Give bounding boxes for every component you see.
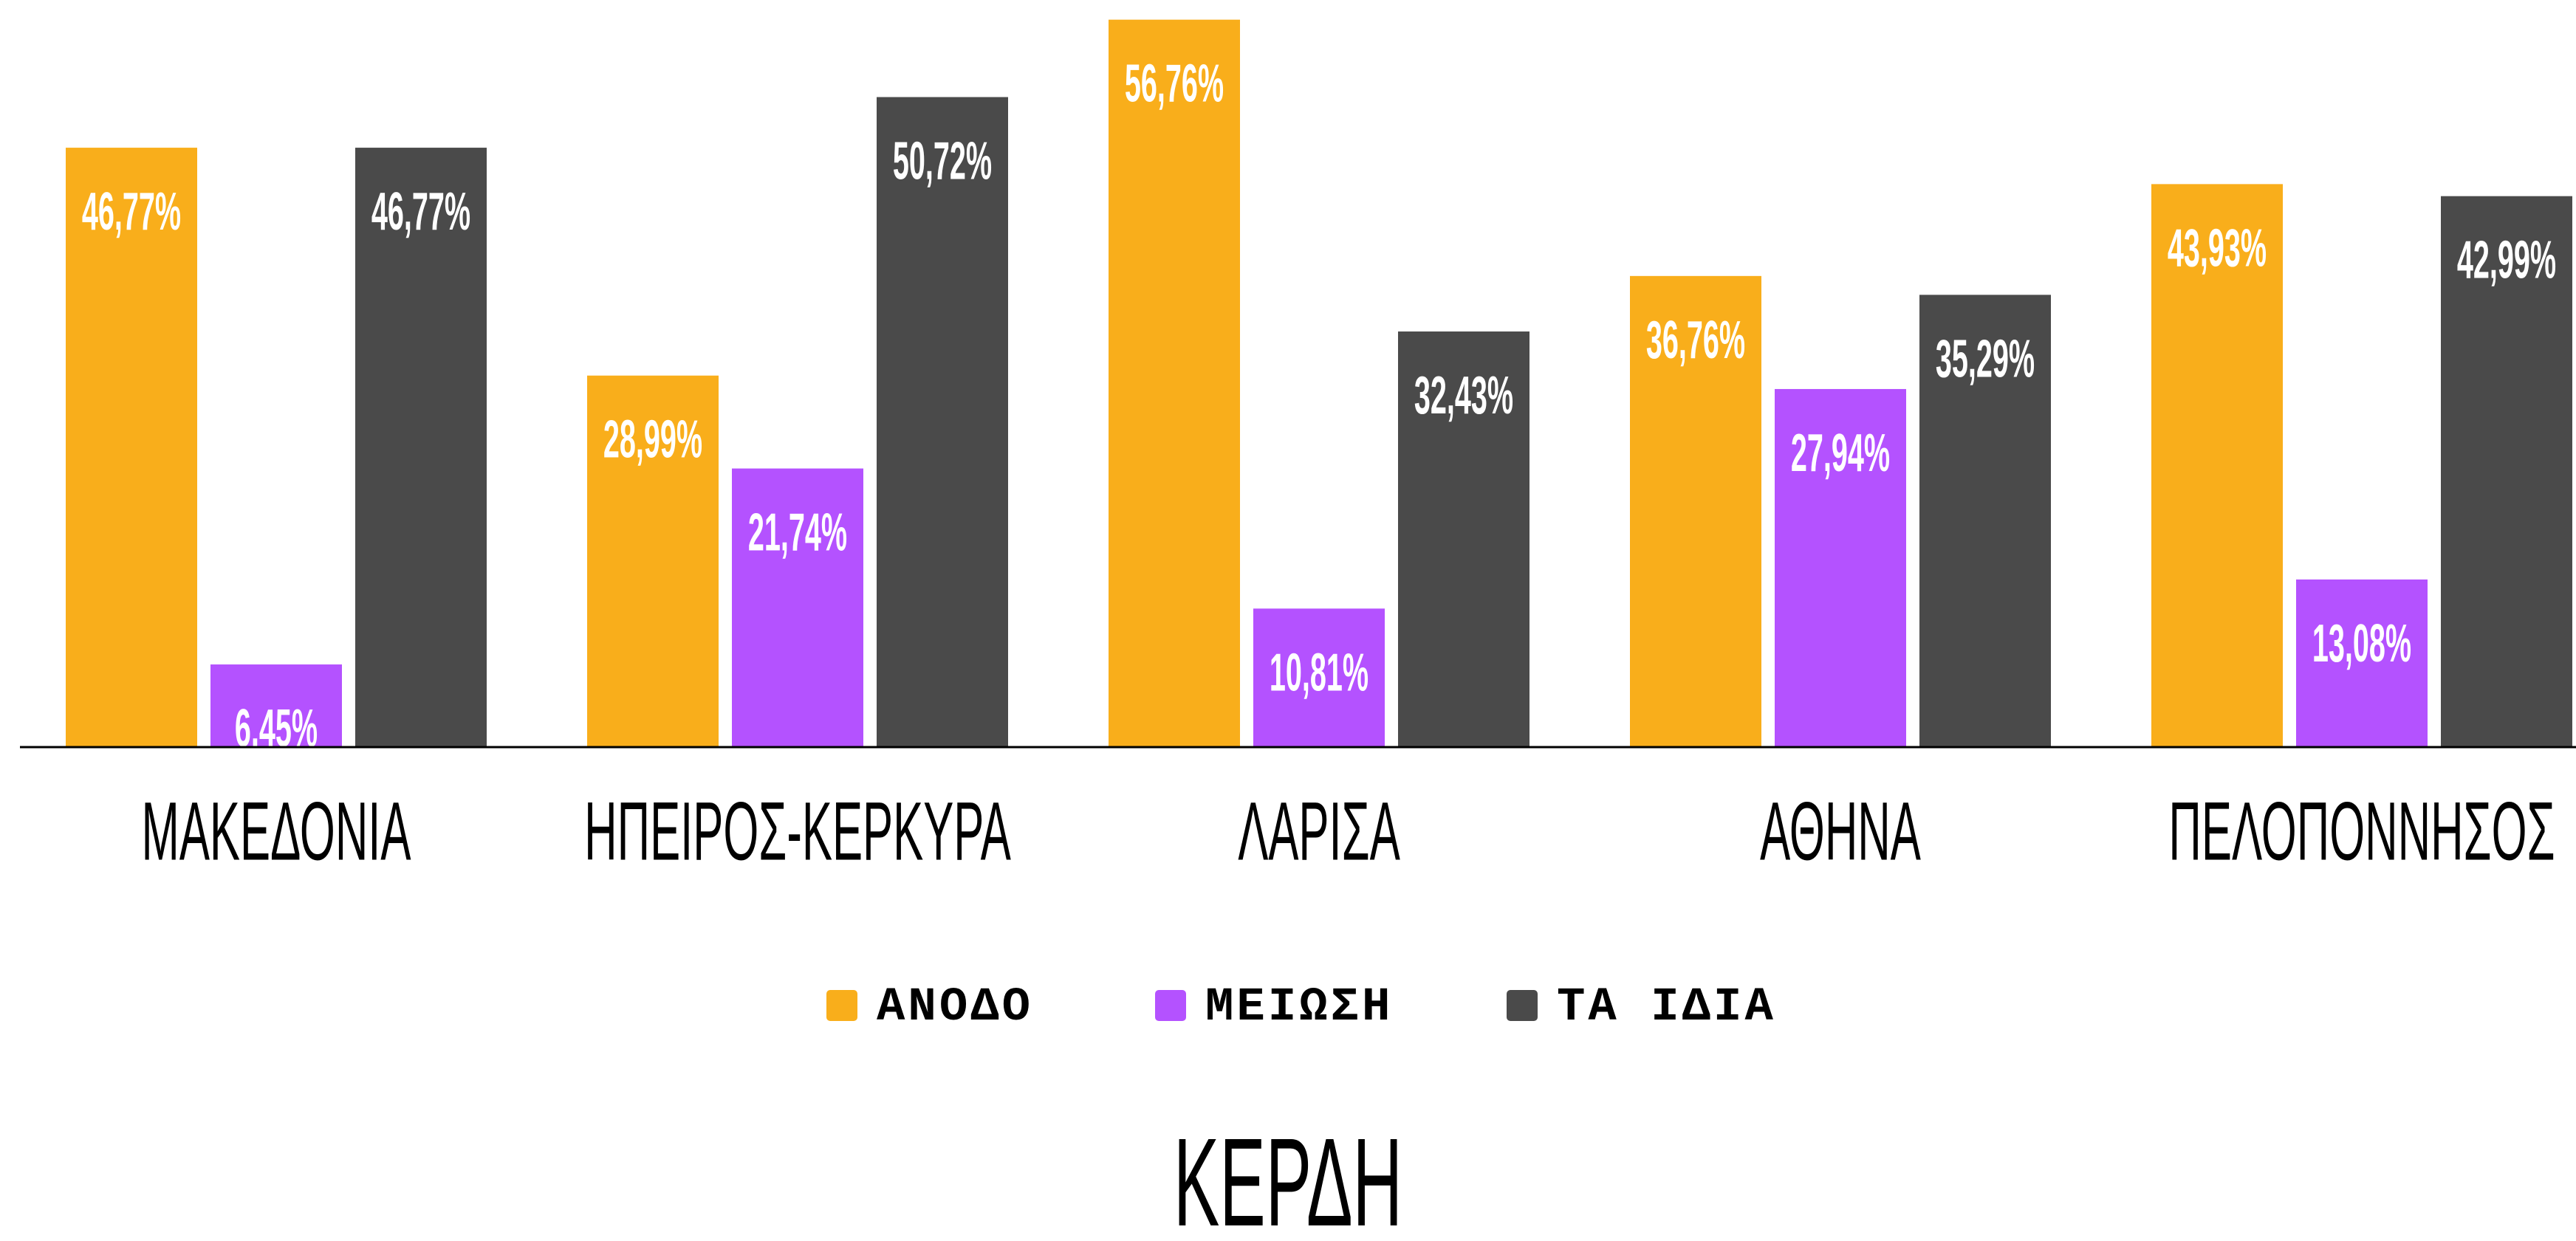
bar [1919,295,2051,747]
value-label-group: 56,76% [1125,54,1224,114]
value-label-group: 13,08% [2312,614,2411,674]
value-label: 46,77% [82,182,181,242]
x-tick-label: ΗΠΕΙΡΟΣ-ΚΕΡΚΥΡΑ [584,785,1011,878]
x-tick-label-group: ΑΘΗΝΑ [1760,785,1921,878]
bar [210,664,342,747]
value-label: 10,81% [1270,643,1368,703]
x-tick-label: ΑΘΗΝΑ [1760,785,1921,878]
legend-label: ΜΕΙΩΣΗ [1205,981,1393,1034]
bar [1630,275,1761,747]
x-tick-label-group: ΛΑΡΙΣΑ [1238,785,1400,878]
value-label: 42,99% [2457,230,2556,290]
value-label: 35,29% [1936,329,2035,389]
bar [1398,331,1530,747]
value-label: 27,94% [1791,424,1890,484]
bar [1253,608,1385,747]
value-label: 50,72% [893,131,992,191]
bar [2151,184,2283,748]
value-label: 36,76% [1646,310,1745,370]
x-tick-label: ΠΕΛΟΠΟΝΝΗΣΟΣ [2168,785,2555,878]
legend-swatch [1507,990,1538,1021]
value-label-group: 21,74% [748,503,847,563]
bar [1775,388,1906,747]
legend-swatch [826,990,857,1021]
bar [1109,19,1240,747]
title-group: ΚΕΡΔΗ [1174,1113,1402,1241]
x-tick-label-group: ΜΑΚΕΔΟΝΙΑ [142,785,411,878]
x-tick-label: ΛΑΡΙΣΑ [1238,785,1400,878]
legend-label: ΑΝΟΔΟ [877,981,1033,1034]
value-label-group: 32,43% [1414,366,1513,426]
x-tick-label-group: ΗΠΕΙΡΟΣ-ΚΕΡΚΥΡΑ [584,785,1011,878]
bar [2296,579,2428,747]
value-label: 56,76% [1125,54,1224,114]
bar [877,97,1008,747]
bar [66,148,197,747]
bar [587,375,719,747]
value-label-group: 46,77% [371,182,470,242]
value-label: 43,93% [2168,219,2267,278]
value-label-group: 27,94% [1791,424,1890,484]
value-label-group: 28,99% [603,410,702,470]
value-label-group: 50,72% [893,131,992,191]
value-label: 46,77% [371,182,470,242]
bar [355,148,487,747]
value-label: 13,08% [2312,614,2411,674]
value-label: 6,45% [235,699,318,759]
value-label-group: 43,93% [2168,219,2267,278]
x-tick-label: ΜΑΚΕΔΟΝΙΑ [142,785,411,878]
bar [2441,196,2572,747]
legend-label: ΤΑ ΙΔΙΑ [1557,981,1776,1034]
x-tick-label-group: ΠΕΛΟΠΟΝΝΗΣΟΣ [2168,785,2555,878]
value-label-group: 36,76% [1646,310,1745,370]
value-label-group: 42,99% [2457,230,2556,290]
chart-title: ΚΕΡΔΗ [1174,1113,1402,1241]
value-label: 32,43% [1414,366,1513,426]
legend-swatch [1155,990,1186,1021]
value-label-group: 10,81% [1270,643,1368,703]
value-label: 28,99% [603,410,702,470]
value-label-group: 35,29% [1936,329,2035,389]
value-label-group: 6,45% [235,699,318,759]
value-label-group: 46,77% [82,182,181,242]
bar [732,468,863,747]
value-label: 21,74% [748,503,847,563]
